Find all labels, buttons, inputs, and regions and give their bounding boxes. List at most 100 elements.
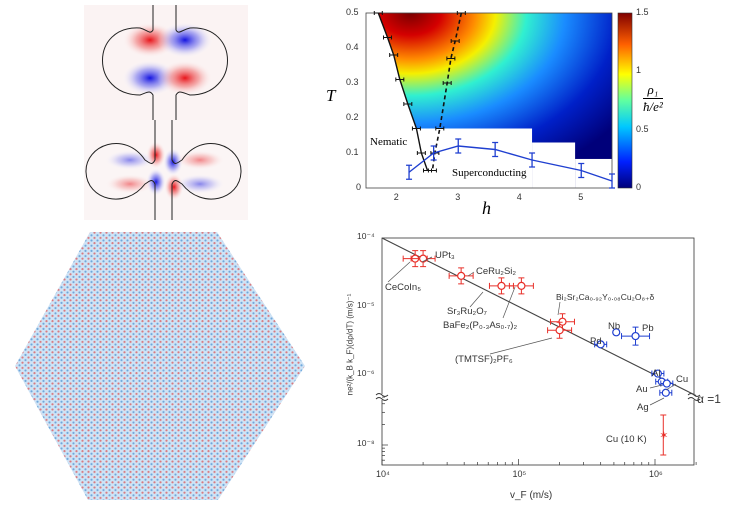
leader-line (649, 384, 663, 389)
alpha-line-label: α =1 (697, 392, 721, 406)
y-tick-label: 10⁻⁴ (357, 231, 375, 241)
x-tick-label: 3 (455, 192, 461, 202)
masked-region (366, 128, 533, 188)
y-tick-label: 0.1 (346, 147, 359, 157)
data-point (555, 326, 564, 335)
y-axis-label: ne²/(k_B k_F)(dρ/dT) (m/s)⁻¹ (345, 293, 355, 396)
y-tick-label: 0 (356, 182, 362, 192)
x-tick-label: 5 (578, 192, 584, 202)
colorbar-label: ρ₁ ħ/e² (643, 82, 663, 115)
boundary-errorbar (389, 53, 399, 57)
alpha-1-line (381, 237, 697, 397)
boundary-errorbar (446, 56, 456, 61)
nematic-boundary-line (377, 12, 429, 171)
data-point (662, 379, 671, 388)
point-label: Al (652, 368, 661, 379)
tc-errorbar (578, 162, 585, 179)
point-label: (TMTSF)₂PF₆ (455, 354, 513, 365)
plot-frame (365, 12, 613, 189)
point-label: CeRu₂Si₂ (476, 266, 517, 277)
y-axis-label-T: T (326, 86, 336, 105)
point-label: CeCoIn₅ (385, 282, 422, 293)
leader-line (421, 256, 433, 263)
point-label: Nb (608, 321, 621, 332)
hexagonal-lattice (15, 232, 305, 500)
leader-line (489, 337, 553, 355)
boundary-errorbar (411, 126, 421, 131)
data-point (558, 317, 567, 326)
y-tick-label: 0.3 (346, 77, 359, 87)
y-tick-label: 10⁻⁶ (357, 368, 375, 378)
colorbar-tick-label: 0 (636, 182, 642, 192)
point-label: Sr₃Ru₂O₇ (447, 306, 487, 317)
y-tick-label: 0.5 (346, 7, 359, 17)
x-tick-label: 10⁶ (649, 469, 663, 479)
axis-break-icon (375, 393, 389, 397)
leader-line (557, 301, 561, 316)
x-tick-label: 10⁴ (376, 469, 390, 479)
data-point (517, 281, 526, 290)
leader-line (502, 286, 516, 319)
boundary-errorbar (373, 11, 383, 15)
axis-break-icon (687, 397, 701, 401)
colorbar (617, 12, 633, 189)
boundary-errorbar (395, 77, 405, 82)
colorbar-tick-label: 1 (636, 65, 642, 76)
point-label: Cu (676, 374, 689, 385)
star-marker: ✶ (659, 430, 668, 442)
colorbar-tick-label: 1.5 (636, 7, 649, 17)
point-label: BaFe₂(P₀.₃As₀.₇)₂ (443, 320, 518, 331)
tc-errorbar (492, 141, 499, 158)
axis-break-icon (375, 397, 389, 401)
map-panel-top (84, 5, 248, 120)
point-label: Pd (590, 336, 602, 347)
y-errorbar (660, 414, 667, 456)
boundary-errorbar (456, 11, 466, 15)
x-tick-label: 4 (516, 192, 522, 202)
tc-errorbar (609, 173, 615, 189)
tc-errorbar (406, 164, 413, 180)
axis-break-gap (376, 394, 700, 400)
point-label: Pb (642, 323, 654, 334)
boundary-errorbar (403, 102, 413, 106)
boundary-errorbar (435, 126, 445, 131)
boundary-errorbar (427, 168, 437, 173)
point-label: Au (636, 384, 648, 395)
tc-errorbar (455, 138, 462, 154)
y-tick-label: 0.4 (346, 42, 359, 52)
superconducting-label: Superconducting (452, 167, 527, 179)
nematic-label: Nematic (370, 136, 408, 148)
point-label: Cu (10 K) (606, 434, 647, 445)
leader-line (469, 291, 484, 308)
x-tick-label: 10⁵ (512, 469, 527, 479)
data-point (653, 369, 662, 378)
y-tick-label: 10⁻⁸ (357, 438, 375, 448)
colorbar-label-numerator: ρ₁ (643, 82, 663, 99)
y-tick-label: 0.2 (346, 112, 359, 122)
data-point (661, 388, 670, 397)
tc-errorbar (529, 152, 536, 168)
data-point (497, 281, 506, 290)
tc-errorbar (430, 145, 437, 161)
x-axis-label-vF: v_F (m/s) (510, 490, 553, 501)
colorbar-label-denominator: ħ/e² (643, 99, 663, 114)
x-tick-label: 2 (393, 192, 399, 202)
data-point (457, 271, 466, 280)
boundary-errorbar (442, 81, 452, 85)
plot-frame (381, 237, 695, 466)
leader-line (649, 397, 665, 406)
data-point (596, 340, 605, 349)
y-tick-label: 10⁻⁵ (357, 299, 375, 310)
leader-line (665, 383, 677, 391)
point-label: Ag (637, 402, 649, 413)
boundary-errorbar (416, 151, 426, 155)
boundary-errorbar (450, 39, 460, 43)
point-label: Bi₂Sr₂Ca₀.₉₂Y₀.₀₈Cu₂O₈₊δ (556, 292, 655, 302)
leader-line (467, 271, 475, 277)
leader-line (387, 261, 411, 283)
data-point (612, 328, 621, 337)
point-label: UPt₃ (435, 250, 455, 261)
